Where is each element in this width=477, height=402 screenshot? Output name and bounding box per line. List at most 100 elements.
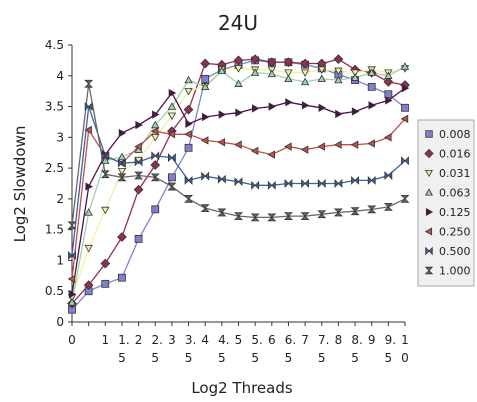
- x-tick-label: 6: [268, 333, 276, 347]
- x-tick-label: 9: [368, 333, 376, 347]
- data-point: [201, 112, 210, 122]
- data-point: [384, 90, 393, 99]
- data-point: [84, 102, 93, 112]
- data-point: [334, 140, 342, 149]
- data-point: [200, 204, 210, 213]
- data-point: [300, 69, 310, 78]
- y-tick-label: 3.5: [45, 100, 64, 114]
- data-point: [185, 119, 193, 128]
- data-point: [351, 175, 359, 185]
- x-tick-label: 1: [401, 333, 409, 347]
- data-point: [151, 151, 160, 161]
- y-tick-label: 1.5: [45, 223, 64, 237]
- data-point: [401, 83, 410, 93]
- data-point: [300, 212, 310, 221]
- x-tick-label: 5.: [251, 333, 262, 347]
- x-tick-label: 1.: [118, 333, 129, 347]
- legend-marker: [425, 246, 433, 256]
- legend-label: 0.016: [439, 148, 471, 161]
- data-point: [151, 134, 160, 142]
- data-point: [301, 101, 310, 110]
- data-point: [384, 71, 393, 79]
- x-tick-label: 5: [118, 351, 126, 365]
- legend-marker: [425, 208, 434, 216]
- legend-box: [417, 119, 475, 287]
- y-tick-label: 0: [56, 315, 64, 329]
- x-tick-label: 9.: [385, 333, 396, 347]
- data-point: [401, 156, 409, 166]
- data-point: [167, 102, 177, 110]
- data-point: [250, 68, 260, 76]
- x-tick-label: 8: [335, 333, 343, 347]
- data-point: [101, 206, 110, 215]
- series-line: [71, 67, 406, 298]
- x-tick-label: 5: [251, 351, 259, 365]
- data-point: [300, 145, 309, 154]
- data-point: [134, 142, 142, 151]
- data-point: [284, 179, 293, 188]
- data-point: [367, 175, 376, 185]
- x-tick-label: 2.: [152, 333, 163, 347]
- legend-label: 0.250: [439, 226, 471, 239]
- data-point: [335, 109, 343, 119]
- data-point: [401, 103, 409, 112]
- data-point: [383, 77, 394, 87]
- x-tick-label: 5: [185, 351, 193, 365]
- legend-label: 0.125: [439, 206, 471, 219]
- legend-label: 0.063: [439, 187, 471, 200]
- plot-area: 00.511.522.533.544.50 1 1.52 2.53 3.54 4.55 5.…: [45, 38, 410, 365]
- legend: 0.008 0.016 0.031 0.063 0.125 0.250 0.500 1.000: [417, 119, 475, 287]
- x-tick-label: 5: [318, 351, 326, 365]
- data-point: [183, 104, 194, 115]
- data-point: [385, 96, 393, 105]
- data-point: [101, 279, 110, 288]
- x-tick-label: 5: [351, 351, 359, 365]
- data-point: [251, 104, 260, 113]
- data-point: [384, 133, 392, 142]
- data-point: [317, 179, 326, 188]
- data-point: [317, 210, 327, 219]
- data-point: [267, 69, 276, 78]
- data-point: [201, 171, 210, 181]
- data-point: [184, 143, 193, 152]
- data-point: [152, 110, 160, 119]
- data-point: [84, 125, 92, 135]
- data-point: [117, 232, 127, 242]
- data-point: [233, 55, 244, 66]
- data-point: [333, 208, 343, 217]
- data-point: [184, 75, 193, 84]
- data-point: [167, 173, 176, 182]
- data-point: [284, 69, 293, 78]
- data-point: [184, 194, 194, 203]
- data-point: [218, 110, 227, 119]
- x-tick-label: 0: [401, 351, 409, 365]
- x-tick-label: 1: [101, 333, 109, 347]
- data-point: [400, 194, 410, 203]
- data-point: [68, 290, 77, 299]
- data-point: [184, 175, 193, 185]
- data-point: [201, 82, 210, 91]
- legend-label: 0.031: [439, 167, 471, 180]
- data-point: [67, 297, 77, 306]
- data-point: [285, 98, 293, 107]
- data-point: [317, 66, 326, 74]
- data-point: [368, 101, 377, 110]
- data-point: [167, 153, 176, 163]
- data-point: [134, 157, 143, 167]
- data-point: [367, 205, 377, 214]
- data-point: [184, 87, 193, 96]
- y-tick-label: 3: [56, 130, 64, 144]
- data-point: [367, 68, 376, 76]
- x-tick-label: 5: [151, 351, 159, 365]
- y-tick-label: 0.5: [45, 284, 64, 298]
- data-point: [167, 182, 177, 191]
- data-point: [68, 251, 76, 260]
- data-point: [200, 58, 211, 69]
- data-point: [284, 74, 293, 83]
- data-point: [400, 62, 410, 70]
- x-tick-label: 5: [385, 351, 393, 365]
- data-point: [333, 54, 344, 65]
- data-point: [84, 244, 93, 253]
- data-point: [135, 120, 143, 130]
